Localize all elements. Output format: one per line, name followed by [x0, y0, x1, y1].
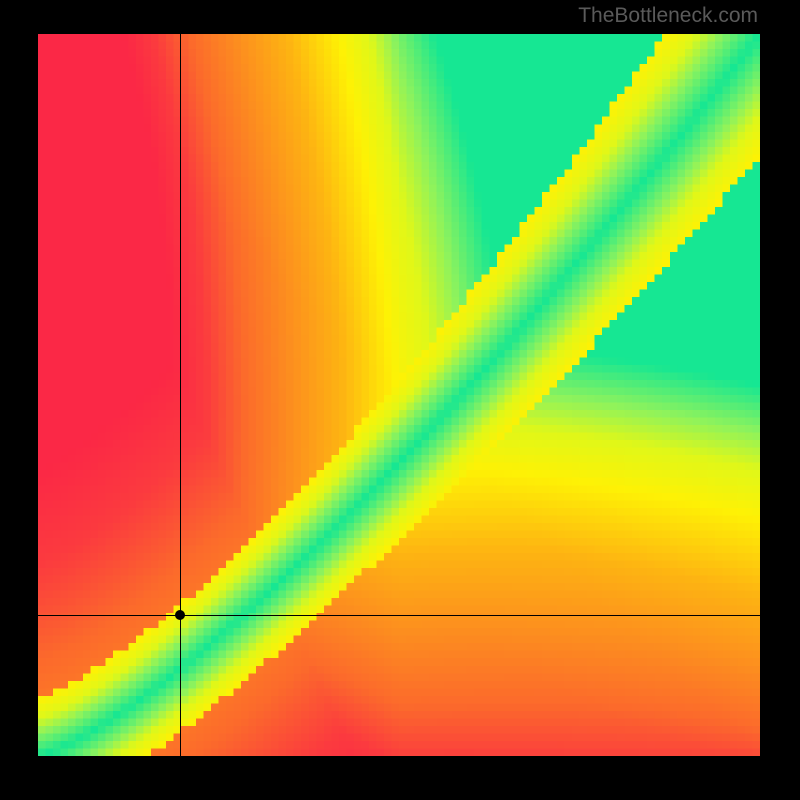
heatmap-plot [38, 34, 760, 756]
crosshair-vertical [180, 34, 181, 756]
heatmap-canvas [38, 34, 760, 756]
crosshair-marker [175, 610, 185, 620]
watermark-text: TheBottleneck.com [578, 4, 758, 28]
crosshair-horizontal [38, 615, 760, 616]
